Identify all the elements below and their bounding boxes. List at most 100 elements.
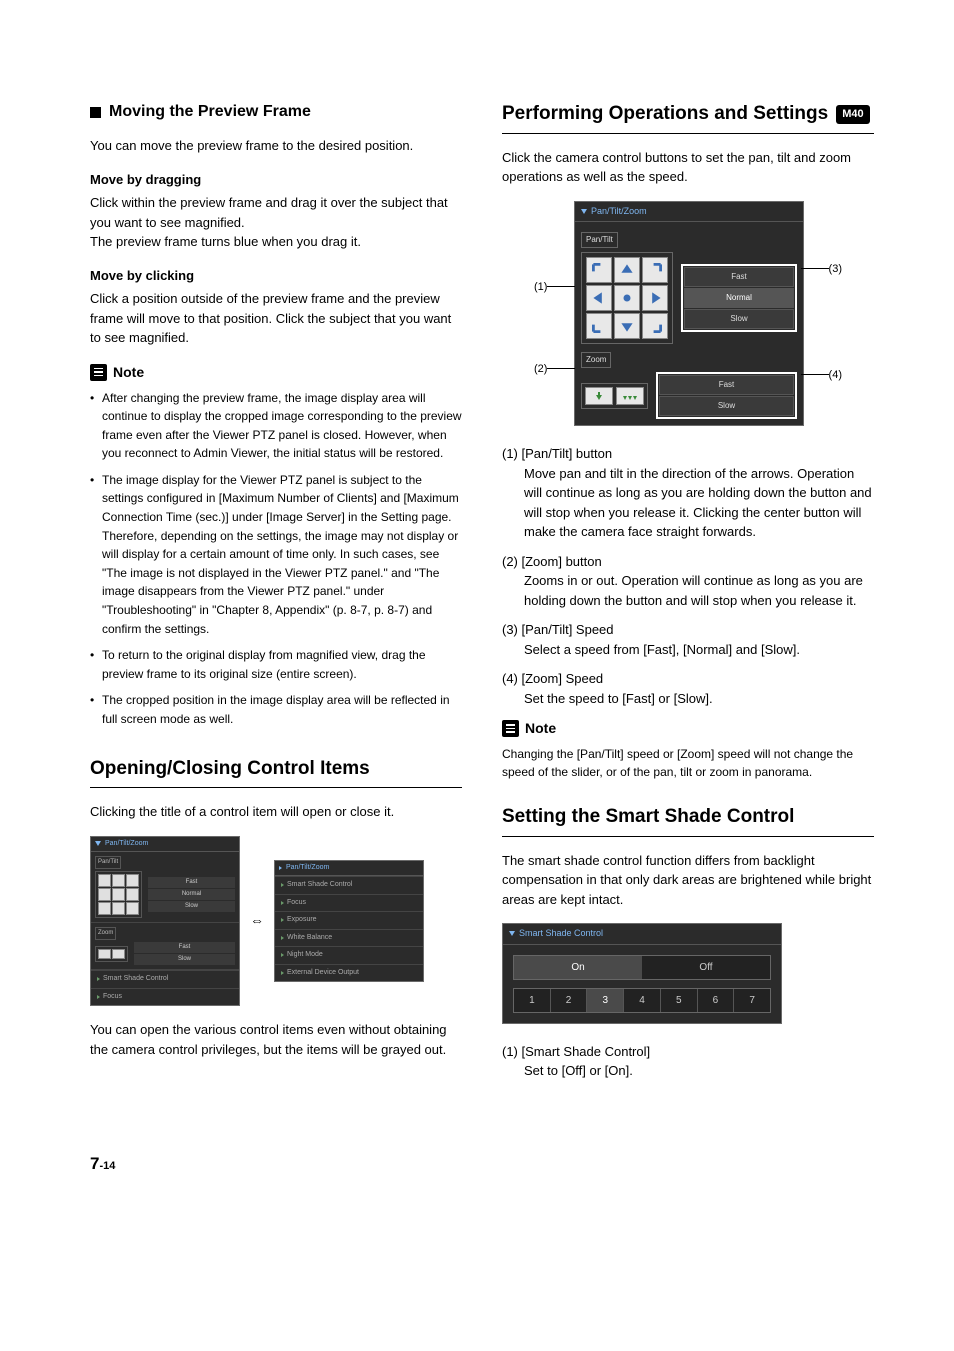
level-2[interactable]: 2 <box>551 989 588 1012</box>
note-label: Note <box>525 718 556 739</box>
item-desc: Set to [Off] or [On]. <box>502 1061 874 1081</box>
control-items-figure: Pan/Tilt/Zoom Pan/Tilt Fast Normal Slow <box>90 836 462 1007</box>
note-icon <box>90 364 107 381</box>
open-close-heading: Opening/Closing Control Items <box>90 755 462 789</box>
level-4[interactable]: 4 <box>624 989 661 1012</box>
level-7[interactable]: 7 <box>734 989 770 1012</box>
shade-on[interactable]: On <box>514 956 642 979</box>
item-label: (1) [Pan/Tilt] button <box>502 444 874 464</box>
control-item[interactable]: External Device Output <box>275 964 423 982</box>
dpad-up-left[interactable] <box>586 257 612 283</box>
shade-heading: Setting the Smart Shade Control <box>502 803 874 837</box>
note-heading-left: Note <box>90 362 462 383</box>
speed-fast[interactable]: Fast <box>684 267 794 287</box>
moving-heading: Moving the Preview Frame <box>90 100 462 124</box>
note-item: The image display for the Viewer PTZ pan… <box>90 471 462 638</box>
note-icon <box>502 720 519 737</box>
item-label: (2) [Zoom] button <box>502 552 874 572</box>
dpad-up-right[interactable] <box>642 257 668 283</box>
triangle-down-icon <box>581 209 587 214</box>
note-p-right: Changing the [Pan/Tilt] speed or [Zoom] … <box>502 745 874 781</box>
shade-off[interactable]: Off <box>642 956 770 979</box>
pt-label: Pan/Tilt <box>95 856 121 869</box>
zoom-label: Zoom <box>581 352 611 368</box>
right-column: Performing Operations and Settings M40 C… <box>502 100 874 1091</box>
page-number: 7-14 <box>90 1151 874 1177</box>
control-item[interactable]: Night Mode <box>275 946 423 964</box>
moving-intro: You can move the preview frame to the de… <box>90 136 462 156</box>
performing-intro: Click the camera control buttons to set … <box>502 148 874 187</box>
zoom-speeds[interactable]: Fast Slow <box>134 942 235 965</box>
shade-intro: The smart shade control function differs… <box>502 851 874 910</box>
ptz-panel: Pan/Tilt/Zoom Pan/Tilt <box>574 201 804 427</box>
pan-tilt-dpad <box>581 252 673 344</box>
item-desc: Select a speed from [Fast], [Normal] and… <box>502 640 874 660</box>
control-item[interactable]: Focus <box>91 988 239 1006</box>
item-3: (3) [Pan/Tilt] Speed Select a speed from… <box>502 620 874 659</box>
note-item: To return to the original display from m… <box>90 646 462 683</box>
item-desc: Set the speed to [Fast] or [Slow]. <box>502 689 874 709</box>
square-bullet-icon <box>90 107 101 118</box>
left-column: Moving the Preview Frame You can move th… <box>90 100 462 1091</box>
control-item[interactable]: White Balance <box>275 929 423 947</box>
pt-speeds[interactable]: Fast Normal Slow <box>148 877 235 912</box>
item-4: (4) [Zoom] Speed Set the speed to [Fast]… <box>502 669 874 708</box>
drag-p2: The preview frame turns blue when you dr… <box>90 232 462 252</box>
dpad-down-left[interactable] <box>586 313 612 339</box>
callout-2: (2) <box>534 361 575 378</box>
level-5[interactable]: 5 <box>661 989 698 1012</box>
zoom-speed[interactable]: Fast Slow <box>656 372 797 419</box>
click-p1: Click a position outside of the preview … <box>90 289 462 348</box>
zoom-out-button[interactable] <box>616 387 644 405</box>
dpad-up[interactable] <box>614 257 640 283</box>
dpad-down-right[interactable] <box>642 313 668 339</box>
pan-tilt-speed[interactable]: Fast Normal Slow <box>681 264 797 332</box>
control-item[interactable]: Smart Shade Control <box>91 970 239 988</box>
double-arrow-icon: ⇔ <box>250 910 264 931</box>
control-panel-open: Pan/Tilt/Zoom Pan/Tilt Fast Normal Slow <box>90 836 240 1007</box>
panel-title[interactable]: Pan/Tilt/Zoom <box>91 837 239 853</box>
mini-dpad[interactable] <box>95 871 142 918</box>
note-item: The cropped position in the image displa… <box>90 691 462 728</box>
dpad-center[interactable] <box>614 285 640 311</box>
model-badge: M40 <box>836 105 869 124</box>
control-item[interactable]: Focus <box>275 894 423 912</box>
zoom-label: Zoom <box>95 927 116 940</box>
shade-heading-text: Setting the Smart Shade Control <box>502 803 794 832</box>
shade-panel: Smart Shade Control On Off 1 2 3 4 5 6 7 <box>502 923 782 1024</box>
shade-panel-title[interactable]: Smart Shade Control <box>503 924 781 945</box>
ptz-panel-title[interactable]: Pan/Tilt/Zoom <box>575 202 803 223</box>
open-p1: Clicking the title of a control item wil… <box>90 802 462 822</box>
zoom-in-button[interactable] <box>585 387 613 405</box>
item-desc: Move pan and tilt in the direction of th… <box>502 464 874 542</box>
dpad-down[interactable] <box>614 313 640 339</box>
item-label: (4) [Zoom] Speed <box>502 669 874 689</box>
open-close-text: Opening/Closing Control Items <box>90 755 370 784</box>
control-item[interactable]: Exposure <box>275 911 423 929</box>
zoom-fast[interactable]: Fast <box>659 375 794 395</box>
click-heading: Move by clicking <box>90 266 462 286</box>
speed-normal[interactable]: Normal <box>684 288 794 308</box>
control-panel-closed: Pan/Tilt/Zoom Smart Shade Control Focus … <box>274 860 424 983</box>
level-6[interactable]: 6 <box>698 989 735 1012</box>
speed-slow[interactable]: Slow <box>684 309 794 329</box>
item-2: (2) [Zoom] button Zooms in or out. Opera… <box>502 552 874 611</box>
panel-title[interactable]: Pan/Tilt/Zoom <box>275 861 423 877</box>
item-1: (1) [Pan/Tilt] button Move pan and tilt … <box>502 444 874 542</box>
control-item[interactable]: Smart Shade Control <box>275 876 423 894</box>
dpad-left[interactable] <box>586 285 612 311</box>
moving-heading-text: Moving the Preview Frame <box>109 100 311 124</box>
item-label: (1) [Smart Shade Control] <box>502 1042 874 1062</box>
level-1[interactable]: 1 <box>514 989 551 1012</box>
level-3[interactable]: 3 <box>587 989 624 1012</box>
callout-1: (1) <box>534 279 575 296</box>
shade-item-1: (1) [Smart Shade Control] Set to [Off] o… <box>502 1042 874 1081</box>
shade-levels[interactable]: 1 2 3 4 5 6 7 <box>513 988 771 1013</box>
zoom-slow[interactable]: Slow <box>659 396 794 416</box>
callout-4: (4) <box>801 367 842 384</box>
dpad-right[interactable] <box>642 285 668 311</box>
note-label: Note <box>113 362 144 383</box>
performing-text: Performing Operations and Settings <box>502 100 828 129</box>
note-item: After changing the preview frame, the im… <box>90 389 462 463</box>
shade-onoff[interactable]: On Off <box>513 955 771 980</box>
